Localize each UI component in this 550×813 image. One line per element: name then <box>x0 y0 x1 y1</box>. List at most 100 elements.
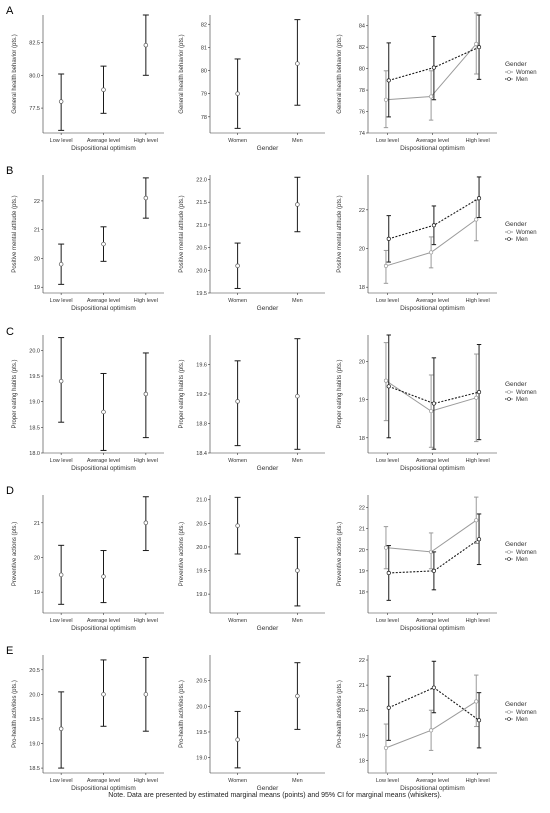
x-tick-label: Women <box>228 298 247 304</box>
y-tick-label: 19 <box>34 285 40 291</box>
y-tick-label: 18.0 <box>29 451 40 457</box>
x-axis-title: Gender <box>257 305 280 312</box>
chart-A-gender: 78 79 80 81 82 Women Men Gender General health b… <box>179 15 325 152</box>
series-point-men <box>476 537 482 542</box>
y-axis-title: Pro-health activities (pts.) <box>12 680 18 748</box>
figure-note: Note. Data are presented by estimated ma… <box>108 792 442 799</box>
series-point-men <box>476 45 482 50</box>
panel-label-A: A <box>6 5 14 17</box>
legend-swatch-point <box>507 70 511 74</box>
x-tick-label: High level <box>466 778 490 784</box>
legend-title: Gender <box>505 381 528 388</box>
series-line-men <box>388 538 480 574</box>
chart-E-interaction: 18 19 20 21 22 Low level Average level High lev… <box>337 655 537 792</box>
mean-point <box>58 99 64 104</box>
legend-swatch-point <box>507 557 511 561</box>
x-tick-label: Low level <box>50 138 73 144</box>
x-axis-title: Dispositional optimism <box>71 465 136 472</box>
legend-item-men: Men <box>516 237 528 243</box>
y-axis-title: Positive mental attitude (pts.) <box>179 195 185 272</box>
mean-point <box>58 726 64 731</box>
y-tick-label: 21.0 <box>196 498 207 504</box>
chart-E-optimism: 18.5 19.0 19.5 20.0 20.5 Low level Average lev… <box>12 655 164 792</box>
y-tick-label: 20.0 <box>29 692 40 698</box>
x-tick-label: High level <box>466 458 490 464</box>
x-tick-label: Low level <box>376 138 399 144</box>
x-tick-label: Women <box>228 618 247 624</box>
chart-C-gender: 18.4 18.8 19.2 19.6 Women Men Gender Proper eat… <box>179 335 325 472</box>
y-tick-label: 19.0 <box>196 592 207 598</box>
y-tick-label: 20 <box>359 247 365 253</box>
y-tick-label: 20.5 <box>196 521 207 527</box>
chart-D-optimism: 19 20 21 Low level Average level High levelDi… <box>12 495 164 632</box>
series-point-men <box>386 384 391 389</box>
x-tick-label: Average level <box>416 458 449 464</box>
series-point-men <box>476 196 482 201</box>
y-tick-label: 21 <box>34 228 40 234</box>
x-tick-label: High level <box>134 138 158 144</box>
x-tick-label: Average level <box>87 778 120 784</box>
y-axis-title: Proper eating habits (pts.) <box>337 359 343 428</box>
x-tick-label: Low level <box>50 298 73 304</box>
panel-label-E: E <box>6 645 13 657</box>
y-tick-label: 18 <box>359 436 365 442</box>
series-point-women <box>474 518 479 523</box>
mean-point <box>235 263 240 269</box>
legend-swatch-point <box>507 710 511 714</box>
mean-point <box>58 572 64 578</box>
x-axis-title: Gender <box>257 625 280 632</box>
legend-title: Gender <box>505 61 528 68</box>
x-axis-title: Dispositional optimism <box>400 465 465 472</box>
series-point-women <box>383 745 389 750</box>
series-point-women <box>474 217 479 222</box>
x-tick-label: Average level <box>416 298 449 304</box>
y-tick-label: 19.5 <box>196 291 207 297</box>
legend-swatch-point <box>507 397 511 401</box>
y-tick-label: 18.5 <box>29 425 40 431</box>
y-tick-label: 81 <box>201 45 207 51</box>
mean-point <box>235 399 240 404</box>
y-tick-label: 19.0 <box>29 742 40 748</box>
x-axis-title: Dispositional optimism <box>71 625 136 632</box>
y-axis-title: General health behavior (pts.) <box>12 34 18 113</box>
y-tick-label: 21 <box>359 683 365 689</box>
x-tick-label: Men <box>292 618 303 624</box>
y-tick-label: 78 <box>359 88 365 94</box>
legend-swatch-point <box>507 550 511 554</box>
y-tick-label: 74 <box>359 131 365 137</box>
x-axis-title: Dispositional optimism <box>400 145 465 152</box>
y-tick-label: 22 <box>359 506 365 512</box>
y-tick-label: 82.5 <box>29 41 40 47</box>
x-axis-title: Gender <box>257 145 280 152</box>
series-point-men <box>476 390 482 395</box>
x-tick-label: High level <box>466 298 490 304</box>
x-tick-label: Men <box>292 138 303 144</box>
y-tick-label: 20.5 <box>29 668 40 674</box>
chart-A-interaction: 74 76 78 80 82 84 Low level Average level High l… <box>337 12 537 152</box>
x-axis-title: Dispositional optimism <box>400 625 465 632</box>
series-point-men <box>431 685 436 690</box>
y-tick-label: 21 <box>34 521 40 527</box>
mean-point <box>58 261 64 267</box>
y-axis-title: Preventive actions (pts.) <box>12 522 18 586</box>
y-axis-title: Preventive actions (pts.) <box>337 522 343 586</box>
y-axis-title: Pro-health activities (pts.) <box>179 680 185 748</box>
series-point-women <box>383 378 389 383</box>
x-tick-label: Average level <box>87 458 120 464</box>
y-tick-label: 20 <box>34 555 40 561</box>
y-tick-label: 22.0 <box>196 178 207 184</box>
x-tick-label: Average level <box>416 618 449 624</box>
y-tick-label: 19 <box>359 733 365 739</box>
x-tick-label: High level <box>466 138 490 144</box>
y-tick-label: 20.0 <box>196 704 207 710</box>
series-point-women <box>383 97 389 102</box>
panel-label-C: C <box>6 326 14 338</box>
legend-item-women: Women <box>516 710 537 716</box>
mean-point <box>143 391 149 397</box>
mean-point <box>235 91 240 96</box>
legend-item-women: Women <box>516 550 537 556</box>
y-tick-label: 22 <box>34 199 40 205</box>
y-tick-label: 20.0 <box>196 268 207 274</box>
x-axis-title: Gender <box>257 785 280 792</box>
y-tick-label: 19.6 <box>196 363 207 369</box>
